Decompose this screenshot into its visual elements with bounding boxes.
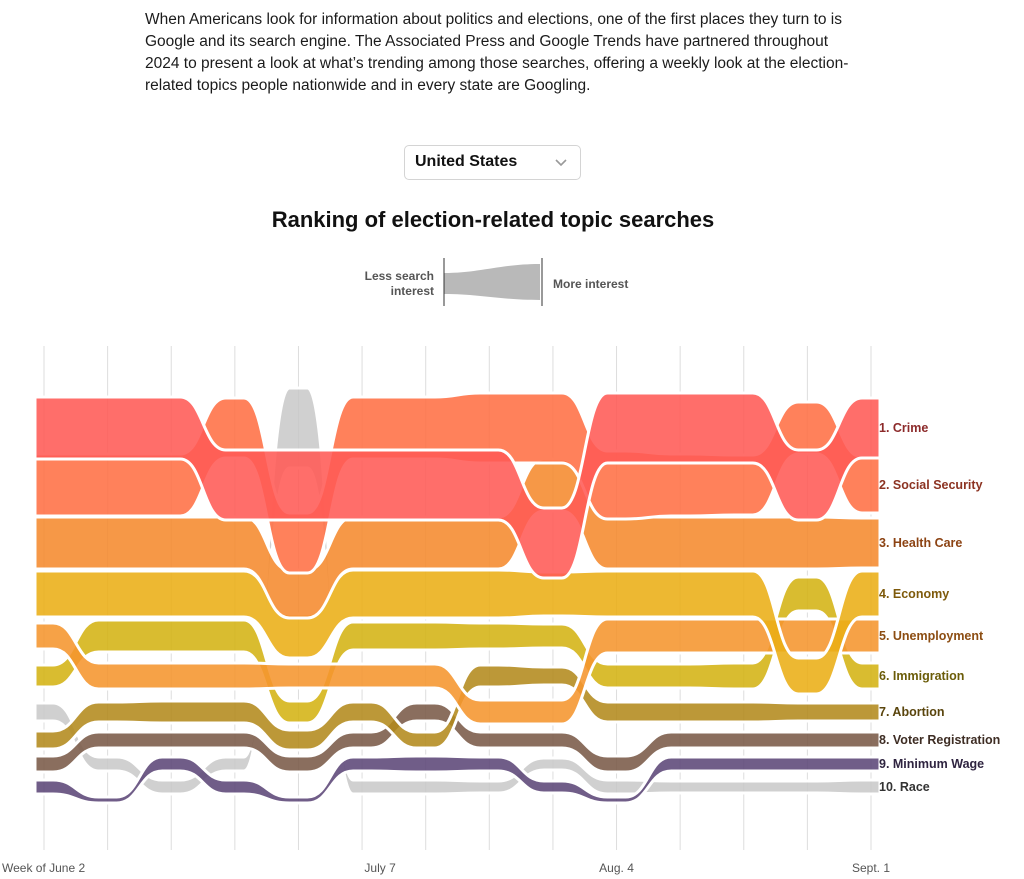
- legend-more-label: More interest: [553, 277, 629, 291]
- region-select-value: United States: [415, 153, 518, 170]
- x-tick-label: Aug. 4: [599, 861, 634, 875]
- series-label: 3. Health Care: [879, 536, 962, 550]
- legend-less-label: Less search interest: [364, 269, 434, 298]
- series-label: 1. Crime: [879, 421, 928, 435]
- series-label: 5. Unemployment: [879, 629, 984, 643]
- ribbon-crime[interactable]: [33, 391, 882, 580]
- x-tick-label: Week of June 2: [2, 861, 85, 875]
- chart-title: Ranking of election-related topic search…: [271, 207, 715, 232]
- x-tick-label: Sept. 1: [852, 861, 890, 875]
- intro-text: When Americans look for information abou…: [145, 11, 849, 94]
- series-label: 10. Race: [879, 780, 930, 794]
- chevron-down-icon: [555, 159, 567, 167]
- ribbon-unemployment[interactable]: [33, 617, 882, 726]
- region-select[interactable]: United States: [404, 145, 581, 180]
- series-label: 4. Economy: [879, 587, 949, 601]
- series-label: 6. Immigration: [879, 669, 964, 683]
- ribbon-immigration[interactable]: [33, 575, 882, 725]
- ribbon-minimum-wage[interactable]: [33, 754, 882, 805]
- series-label: 7. Abortion: [879, 705, 945, 719]
- ribbon-health-care[interactable]: [33, 457, 882, 620]
- bump-chart: 1. Crime 2. Social Security 3. Health Care…: [2, 346, 1000, 875]
- series-label: 8. Voter Registration: [879, 733, 1000, 747]
- series-label: 9. Minimum Wage: [879, 757, 984, 771]
- ribbon-voter-registration[interactable]: [33, 701, 882, 774]
- legend-swatch: [443, 258, 543, 306]
- series-label: 2. Social Security: [879, 478, 983, 492]
- x-tick-label: July 7: [364, 861, 396, 875]
